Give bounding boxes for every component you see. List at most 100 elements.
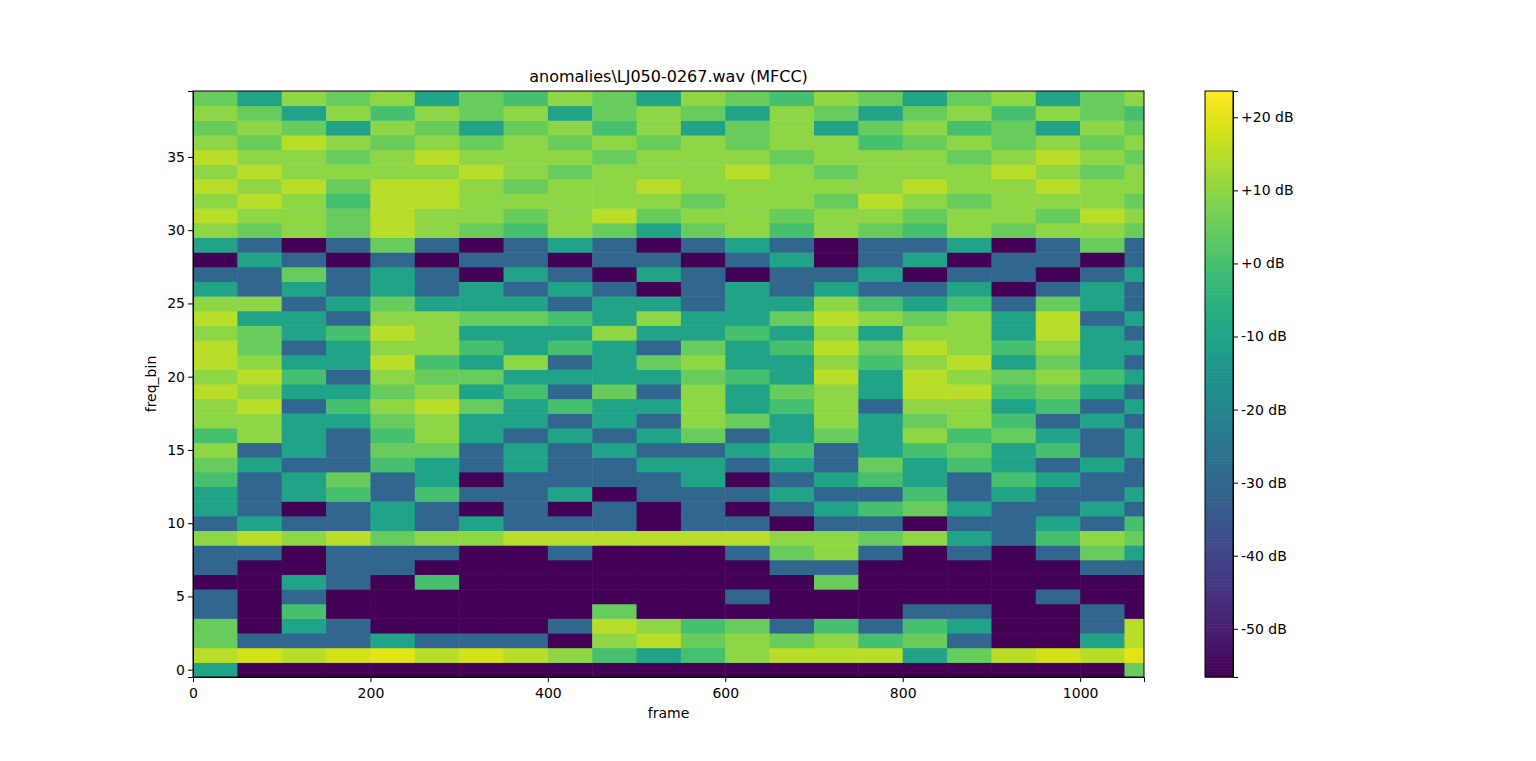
heatmap-cell [503, 501, 548, 516]
heatmap-cell [459, 501, 504, 516]
heatmap-cell [282, 428, 327, 443]
heatmap-cell [370, 135, 415, 150]
heatmap-cell [193, 457, 238, 472]
heatmap-cell [903, 516, 948, 531]
heatmap-cell [282, 120, 327, 135]
heatmap-cell [991, 311, 1036, 326]
heatmap-cell [548, 252, 593, 267]
heatmap-cell [858, 574, 903, 589]
heatmap-cell [637, 545, 682, 560]
heatmap-cell [459, 340, 504, 355]
heatmap-cell [193, 531, 238, 546]
heatmap-cell [193, 662, 238, 677]
heatmap-cell [326, 106, 371, 121]
y-tick-label: 5 [176, 588, 185, 604]
heatmap-cell [237, 369, 282, 384]
colorbar-tick-mark [1233, 337, 1238, 338]
heatmap-cell [814, 413, 859, 428]
heatmap-cell [903, 325, 948, 340]
heatmap-cell [725, 252, 770, 267]
heatmap-cell [548, 369, 593, 384]
heatmap-cell [1080, 179, 1125, 194]
heatmap-cell [770, 208, 815, 223]
heatmap-cell [770, 501, 815, 516]
heatmap-cell [858, 281, 903, 296]
heatmap-cell [903, 120, 948, 135]
heatmap-cell [1080, 340, 1125, 355]
heatmap-cell [1036, 443, 1081, 458]
heatmap-cell [991, 384, 1036, 399]
y-tick-mark [188, 377, 193, 378]
heatmap-cell [370, 355, 415, 370]
heatmap-cell [991, 267, 1036, 282]
heatmap-cell [858, 238, 903, 253]
heatmap-cell [903, 311, 948, 326]
colorbar-tick-label: +0 dB [1241, 255, 1285, 271]
heatmap-cell [237, 545, 282, 560]
heatmap-cell [991, 120, 1036, 135]
heatmap-cell [326, 545, 371, 560]
heatmap-cell [459, 179, 504, 194]
heatmap-cell [592, 340, 637, 355]
heatmap-cell [237, 208, 282, 223]
heatmap-cell [548, 648, 593, 663]
heatmap-cell [193, 208, 238, 223]
heatmap-cell [903, 428, 948, 443]
heatmap-cell [1036, 194, 1081, 209]
heatmap-cell [503, 252, 548, 267]
x-tick-mark [370, 677, 371, 682]
heatmap-cell [770, 135, 815, 150]
heatmap-cell [548, 487, 593, 502]
heatmap-cell [592, 135, 637, 150]
heatmap-cell [1080, 91, 1125, 106]
heatmap-cell [1124, 135, 1144, 150]
heatmap-cell [814, 648, 859, 663]
heatmap-cell [503, 340, 548, 355]
heatmap-cell [548, 457, 593, 472]
heatmap-cell [947, 106, 992, 121]
heatmap-cell [592, 443, 637, 458]
heatmap-cell [770, 618, 815, 633]
heatmap-cell [770, 399, 815, 414]
heatmap-cell [991, 604, 1036, 619]
heatmap-cell [770, 648, 815, 663]
heatmap-cell [282, 106, 327, 121]
heatmap-cell [858, 662, 903, 677]
heatmap-cell [637, 662, 682, 677]
heatmap-cell [237, 399, 282, 414]
heatmap-cell [858, 399, 903, 414]
heatmap-cell [770, 355, 815, 370]
heatmap-cell [947, 487, 992, 502]
heatmap-cell [1036, 208, 1081, 223]
heatmap-cell [459, 369, 504, 384]
heatmap-cell [592, 589, 637, 604]
heatmap-cell [947, 589, 992, 604]
heatmap-cell [370, 223, 415, 238]
x-tick-mark [1080, 677, 1081, 682]
heatmap-cell [237, 633, 282, 648]
heatmap-cell [1036, 150, 1081, 165]
heatmap-cell [1080, 472, 1125, 487]
heatmap-cell [503, 604, 548, 619]
heatmap-cell [503, 560, 548, 575]
heatmap-cell [326, 472, 371, 487]
heatmap-cell [1080, 384, 1125, 399]
heatmap-cell [370, 472, 415, 487]
heatmap-cell [503, 238, 548, 253]
y-tick-mark [188, 157, 193, 158]
heatmap-cell [903, 604, 948, 619]
heatmap-cell [1124, 150, 1144, 165]
heatmap-cell [725, 355, 770, 370]
heatmap-cell [370, 487, 415, 502]
heatmap-cell [637, 618, 682, 633]
heatmap-cell [237, 413, 282, 428]
heatmap-cell [193, 355, 238, 370]
heatmap-cell [503, 399, 548, 414]
heatmap-cell [947, 325, 992, 340]
heatmap-cell [1124, 384, 1144, 399]
heatmap-cell [681, 662, 726, 677]
heatmap-cell [681, 413, 726, 428]
heatmap-cell [637, 120, 682, 135]
y-tick-mark [188, 450, 193, 451]
heatmap-cell [548, 516, 593, 531]
